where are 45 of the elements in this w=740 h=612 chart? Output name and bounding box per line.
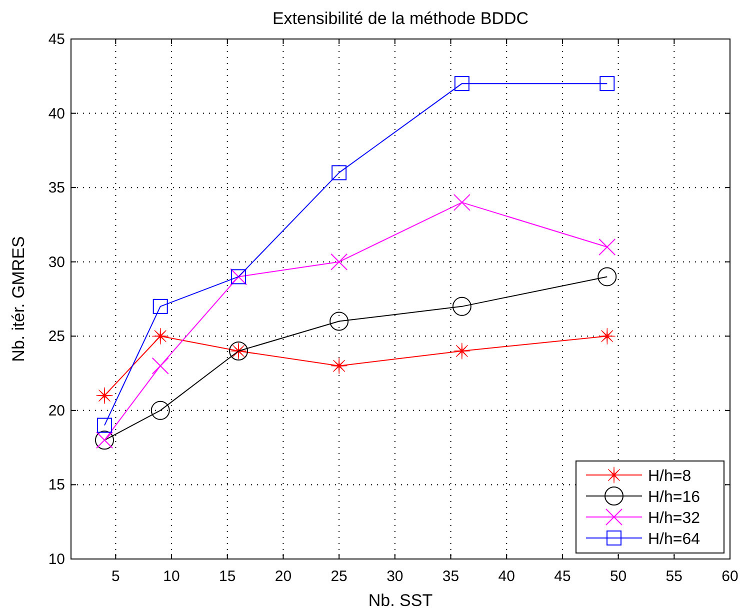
- point: [96, 387, 113, 404]
- x-axis-title: Nb. SST: [368, 591, 433, 610]
- y-tick-label: 40: [48, 105, 65, 122]
- legend-label: H/h=8: [648, 468, 692, 485]
- y-tick-label: 45: [48, 31, 65, 48]
- point: [330, 253, 348, 270]
- point: [97, 418, 112, 433]
- y-tick-label: 30: [48, 254, 65, 271]
- point: [454, 76, 470, 92]
- x-tick-label: 5: [112, 568, 120, 585]
- point: [598, 267, 617, 286]
- point: [152, 357, 169, 374]
- x-tick-label: 50: [610, 568, 627, 585]
- chart-title: Extensibilité de la méthode BDDC: [272, 9, 529, 28]
- point: [150, 400, 170, 420]
- point: [598, 238, 616, 256]
- legend-label: H/h=64: [648, 531, 700, 548]
- point: [152, 328, 169, 344]
- x-tick-label: 20: [274, 568, 292, 585]
- x-tick-label: 15: [219, 568, 236, 585]
- x-tick-label: 10: [163, 568, 180, 585]
- x-tick-label: 55: [666, 568, 682, 585]
- point: [330, 358, 348, 374]
- point: [452, 296, 472, 316]
- point: [152, 298, 168, 314]
- point: [330, 312, 349, 331]
- x-tick-label: 25: [330, 568, 348, 585]
- point: [332, 165, 347, 180]
- y-tick-label: 35: [48, 180, 65, 197]
- y-axis-title: Nb. itér. GMRES: [9, 236, 28, 362]
- x-tick-label: 60: [722, 568, 738, 585]
- point: [453, 194, 470, 211]
- x-tick-label: 45: [554, 568, 571, 585]
- x-tick-label: 40: [498, 568, 515, 585]
- y-tick-label: 10: [48, 551, 65, 568]
- x-tick-label: 30: [386, 568, 404, 585]
- y-tick-label: 20: [48, 402, 65, 420]
- legend-label: H/h=32: [648, 510, 700, 527]
- y-tick-label: 25: [48, 328, 65, 346]
- y-tick-label: 15: [48, 476, 65, 494]
- legend-label: H/h=16: [648, 489, 700, 506]
- point: [600, 76, 615, 92]
- x-tick-label: 35: [442, 568, 460, 585]
- point: [598, 328, 616, 344]
- point: [454, 342, 470, 360]
